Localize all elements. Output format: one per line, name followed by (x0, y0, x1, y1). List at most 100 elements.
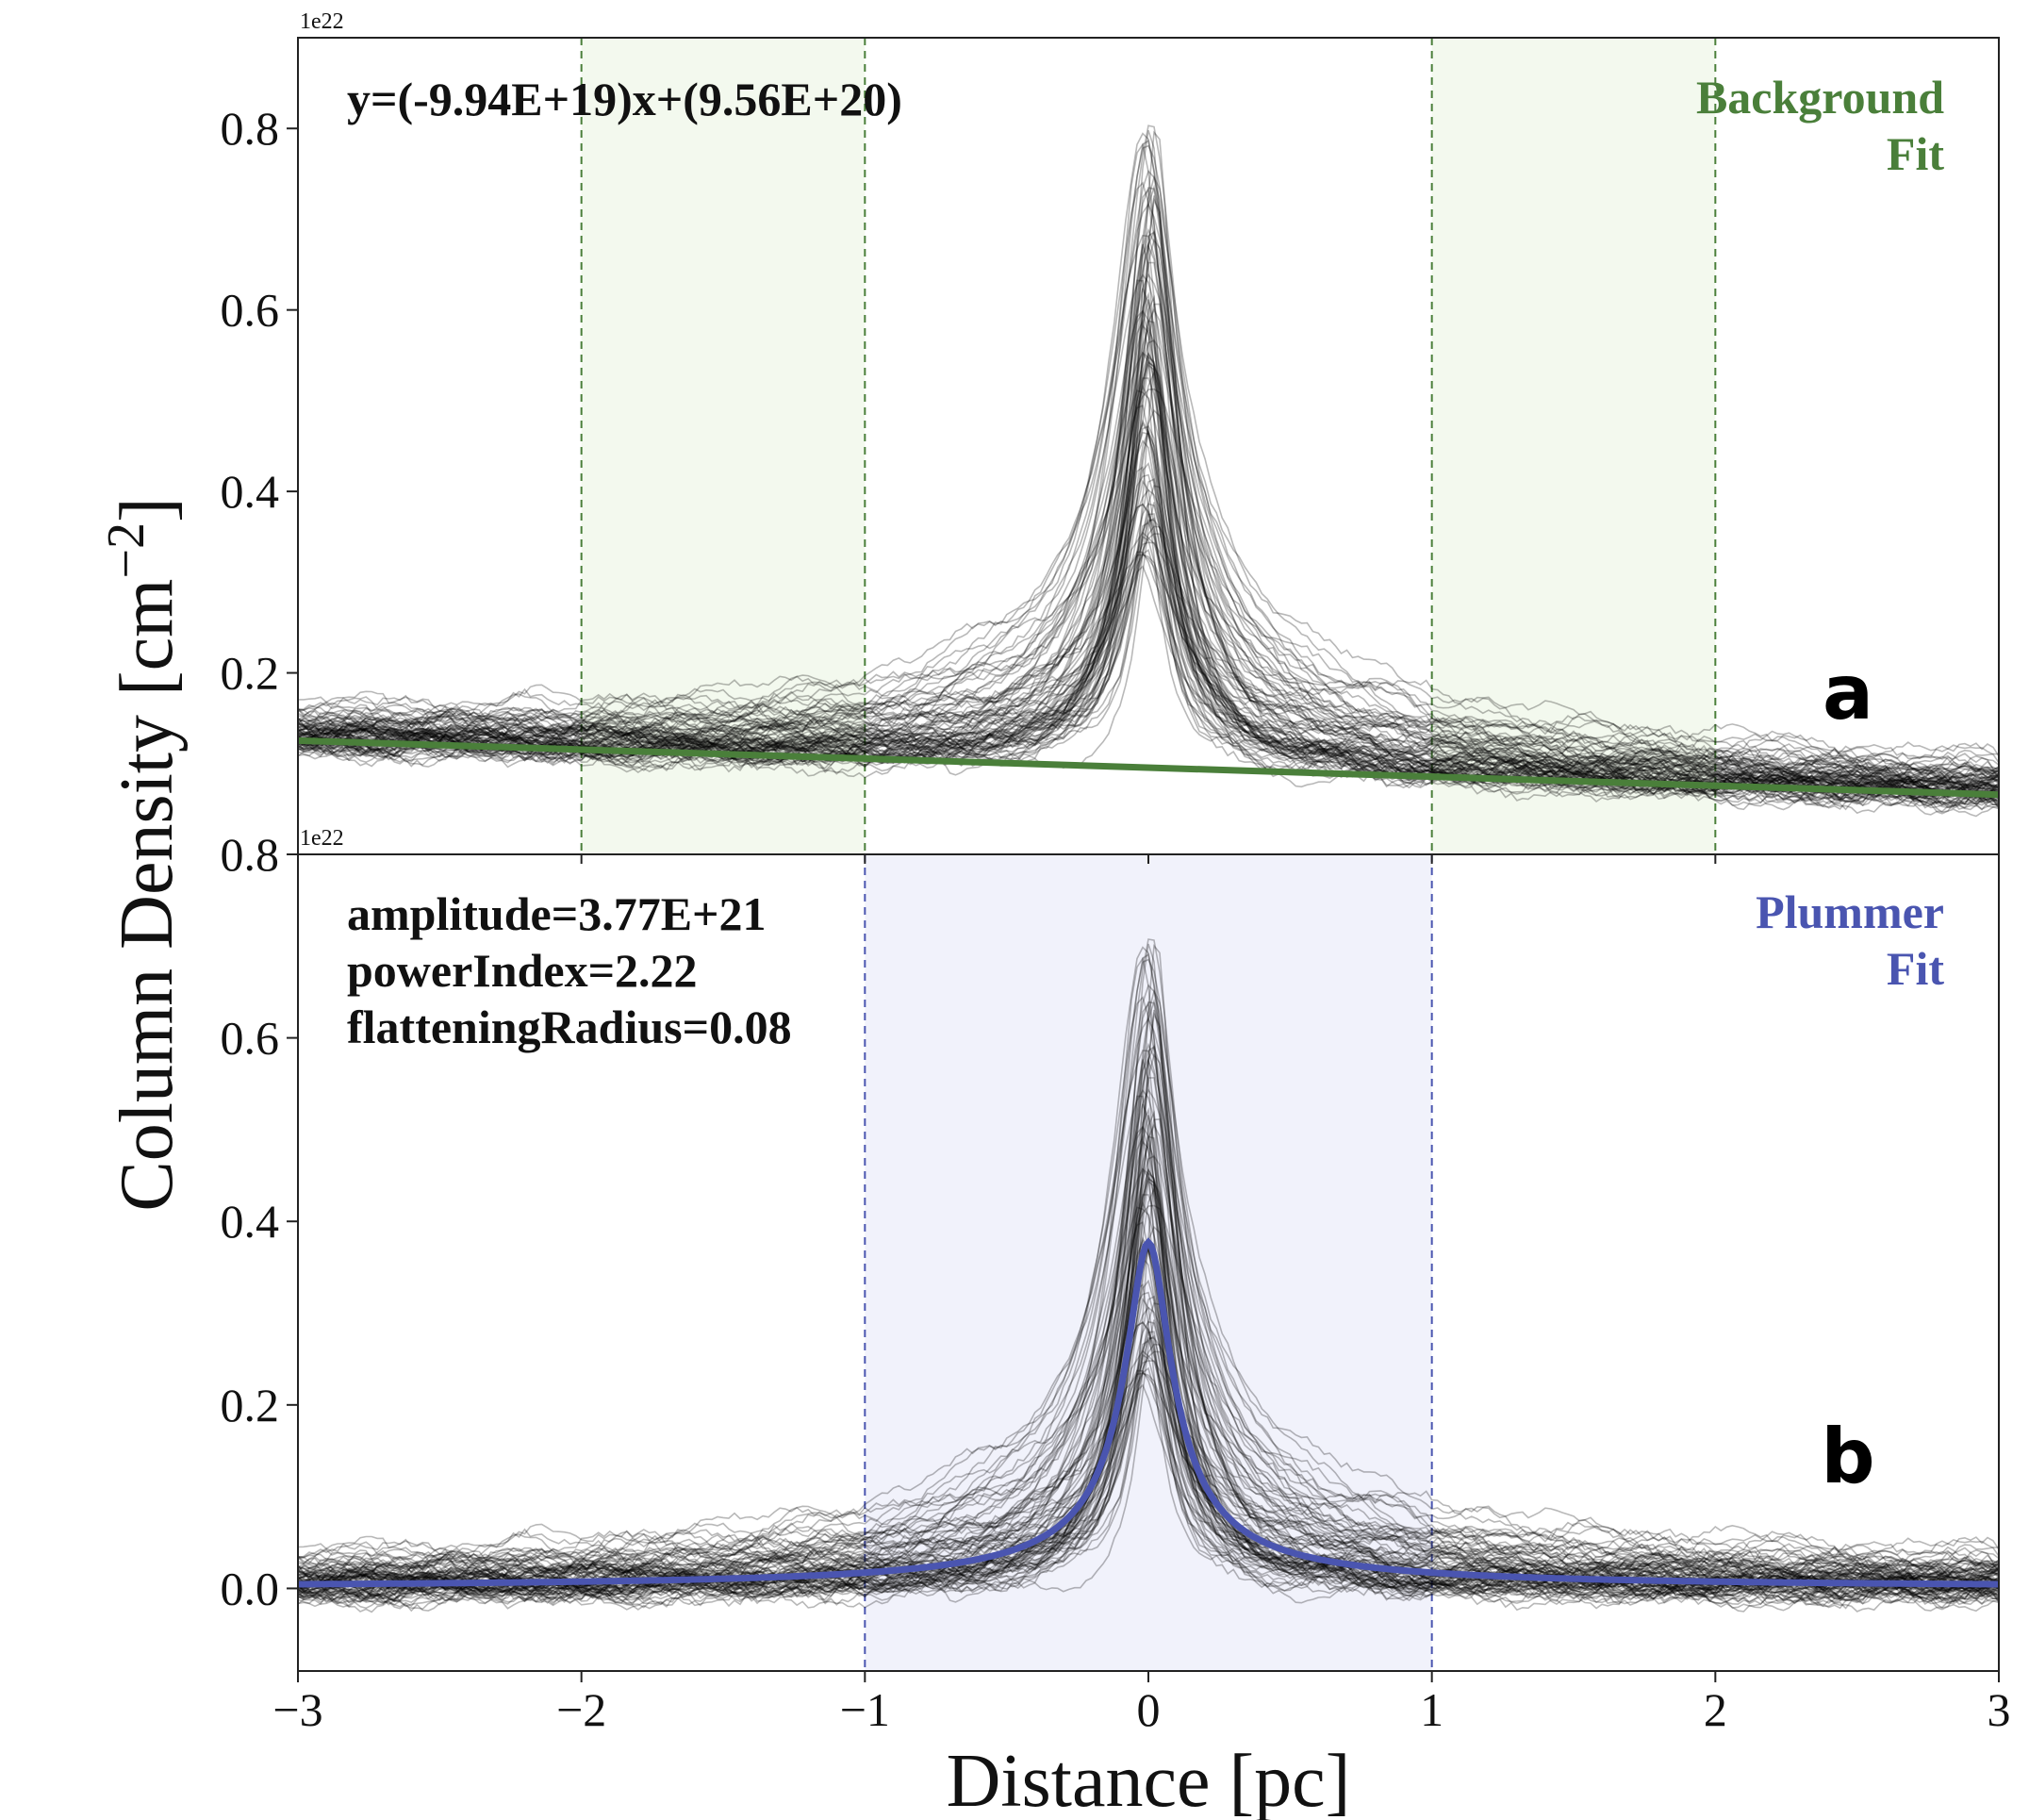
a-profile-78 (298, 184, 1999, 783)
a-profile-89 (298, 240, 1999, 802)
xtick-label-2: −1 (840, 1683, 890, 1736)
a-ytick-label-2: 0.6 (221, 284, 280, 337)
a-profile-56 (298, 521, 1999, 800)
y-axis-title-exponent: −2 (97, 522, 156, 579)
a-profile-37 (298, 565, 1999, 807)
panel-b: 0.0 0.2 0.4 0.6 0.8 −3 −2 −1 0 1 2 3 1e22 amplitud… (221, 826, 2011, 1736)
b-profile-19 (298, 988, 1999, 1589)
fit-label-line1-a: Background (1696, 71, 1944, 124)
b-profile-61 (298, 1103, 1999, 1606)
y-axis-ticks-a: 0.2 0.4 0.6 0.8 (221, 102, 298, 700)
background-region-0 (581, 38, 866, 854)
a-ytick-label-3: 0.8 (221, 102, 280, 155)
y-axis-ticks-b: 0.0 0.2 0.4 0.6 0.8 (221, 828, 298, 1614)
plummer-fit-series (298, 1237, 1999, 1588)
a-profile-1 (298, 359, 1999, 798)
plummer-fit-region (864, 854, 1433, 1671)
xtick-label-5: 2 (1704, 1683, 1727, 1736)
b-profile-85 (298, 1350, 1999, 1580)
b-profile-69 (298, 1167, 1999, 1588)
b-profile-18 (298, 943, 1999, 1581)
a-profile-29 (298, 273, 1999, 785)
b-profile-29 (298, 1088, 1999, 1586)
a-profile-5 (298, 299, 1999, 802)
b-profile-11 (298, 1331, 1999, 1597)
fit-param-flattening-radius: flatteningRadius=0.08 (347, 1001, 792, 1053)
b-profile-15 (298, 1045, 1999, 1605)
b-profile-53 (298, 1306, 1999, 1595)
b-profile-59 (298, 1001, 1999, 1595)
fit-param-amplitude: amplitude=3.77E+21 (347, 887, 767, 940)
a-profile-30 (298, 361, 1999, 802)
b-profile-89 (298, 1055, 1999, 1597)
a-profile-77 (298, 309, 1999, 786)
a-profile-23 (298, 188, 1999, 788)
a-profile-84 (298, 339, 1999, 781)
y-axis-title-close: ] (106, 497, 189, 522)
a-profile-6 (298, 422, 1999, 804)
a-profile-32 (298, 132, 1999, 784)
b-profile-34 (298, 1371, 1999, 1603)
b-profile-31 (298, 1135, 1999, 1590)
b-profile-48 (298, 1291, 1999, 1607)
b-profile-83 (298, 1095, 1999, 1608)
plummer-region-0 (865, 854, 1432, 1671)
a-profile-11 (298, 513, 1999, 801)
fit-label-line2-b: Fit (1887, 942, 1944, 995)
a-profile-12 (298, 273, 1999, 789)
a-profile-25 (298, 197, 1999, 810)
b-profile-84 (298, 1155, 1999, 1575)
a-profile-69 (298, 351, 1999, 794)
b-profile-51 (298, 1123, 1999, 1591)
a-profile-71 (298, 323, 1999, 789)
panel-a: 0.2 0.4 0.6 0.8 1e22 y=(-9.94E+19)x+(9.56E+… (221, 9, 1999, 854)
a-profile-0 (298, 541, 1999, 783)
b-profile-67 (298, 1343, 1999, 1601)
b-profile-64 (298, 1167, 1999, 1591)
b-profile-14 (298, 1017, 1999, 1569)
b-profile-43 (298, 1206, 1999, 1581)
b-profile-21 (298, 1186, 1999, 1576)
a-profile-42 (298, 238, 1999, 791)
column-density-profiles-subtracted (298, 938, 1999, 1613)
x-axis-ticks: −3 −2 −1 0 1 2 3 (272, 854, 2011, 1736)
column-density-profiles (298, 124, 1999, 818)
a-profile-47 (298, 466, 1999, 798)
a-profile-80 (298, 554, 1999, 786)
b-profile-55 (298, 1326, 1999, 1612)
a-profile-43 (298, 389, 1999, 785)
b-profile-46 (298, 1337, 1999, 1613)
b-profile-74 (298, 1319, 1999, 1613)
b-profile-32 (298, 946, 1999, 1583)
b-profile-50 (298, 1349, 1999, 1598)
a-profile-14 (298, 203, 1999, 775)
y-scale-exponent-b: 1e22 (300, 826, 344, 851)
b-ytick-label-2: 0.4 (221, 1195, 280, 1248)
a-profile-7 (298, 364, 1999, 811)
a-profile-41 (298, 124, 1999, 780)
b-profile-40 (298, 1077, 1999, 1611)
a-profile-62 (298, 479, 1999, 795)
a-profile-22 (298, 326, 1999, 791)
b-profile-38 (298, 1050, 1999, 1576)
b-profile-9 (298, 1110, 1999, 1605)
a-profile-16 (298, 503, 1999, 799)
a-profile-21 (298, 370, 1999, 773)
b-profile-86 (298, 1353, 1999, 1602)
background-fit-regions (580, 38, 1717, 854)
a-profile-74 (298, 502, 1999, 818)
b-ytick-label-3: 0.6 (221, 1012, 280, 1065)
background-region-1 (1431, 38, 1716, 854)
b-profile-73 (298, 943, 1999, 1598)
a-profile-17 (298, 439, 1999, 807)
a-profile-72 (298, 431, 1999, 797)
b-profile-10 (298, 1167, 1999, 1584)
b-profile-22 (298, 1142, 1999, 1589)
a-profile-33 (298, 485, 1999, 796)
b-profile-13 (298, 1366, 1999, 1597)
x-axis-title: Distance [pc] (947, 1740, 1351, 1820)
a-profile-39 (298, 517, 1999, 790)
b-profile-70 (298, 1204, 1999, 1560)
b-profile-0 (298, 1360, 1999, 1580)
